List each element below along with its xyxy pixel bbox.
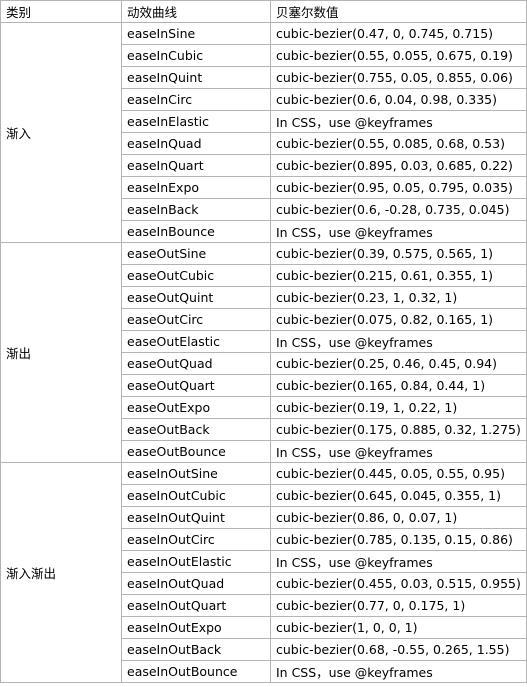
category-cell: 渐入 xyxy=(0,22,122,243)
curve-name-cell: easeOutBounce xyxy=(121,440,271,463)
bezier-value-cell: cubic-bezier(0.785, 0.135, 0.15, 0.86) xyxy=(270,528,527,551)
table-row: easeInExpo cubic-bezier(0.95, 0.05, 0.795… xyxy=(1,176,527,199)
bezier-value-cell: In CSS，use @keyframes xyxy=(270,330,527,353)
table-row: 渐出 easeOutSine cubic-bezier(0.39, 0.575, 0… xyxy=(0,242,527,463)
bezier-value-cell: In CSS，use @keyframes xyxy=(270,550,527,573)
bezier-value-cell: cubic-bezier(0.755, 0.05, 0.855, 0.06) xyxy=(270,66,527,89)
bezier-value-cell: cubic-bezier(0.19, 1, 0.22, 1) xyxy=(270,396,527,419)
curve-name-cell: easeInOutQuad xyxy=(121,572,271,595)
table-row: 渐入渐出 easeInOutSine cubic-bezier(0.445, 0.0… xyxy=(0,462,527,683)
bezier-value-cell: In CSS，use @keyframes xyxy=(270,660,527,683)
bezier-value-cell: cubic-bezier(0.6, 0.04, 0.98, 0.335) xyxy=(270,88,527,111)
bezier-value-cell: cubic-bezier(0.175, 0.885, 0.32, 1.275) xyxy=(270,418,527,441)
curve-name-cell: easeInSine xyxy=(121,22,271,45)
category-cell: 渐出 xyxy=(0,242,122,463)
table-header: 类别 动效曲线 贝塞尔数值 xyxy=(0,0,527,23)
table-row: easeInBounce In CSS，use @keyframes xyxy=(1,220,527,243)
bezier-value-cell: cubic-bezier(0.895, 0.03, 0.685, 0.22) xyxy=(270,154,527,177)
table-row: easeInQuad cubic-bezier(0.55, 0.085, 0.68… xyxy=(1,132,527,155)
curve-name-cell: easeInExpo xyxy=(121,176,271,199)
header-value: 贝塞尔数值 xyxy=(270,0,527,23)
bezier-value-cell: cubic-bezier(0.23, 1, 0.32, 1) xyxy=(270,286,527,309)
bezier-value-cell: In CSS，use @keyframes xyxy=(270,110,527,133)
header-curve: 动效曲线 xyxy=(121,0,271,23)
bezier-value-cell: cubic-bezier(0.25, 0.46, 0.45, 0.94) xyxy=(270,352,527,375)
bezier-value-cell: cubic-bezier(0.165, 0.84, 0.44, 1) xyxy=(270,374,527,397)
table-row: easeInOutBounce In CSS，use @keyframes xyxy=(1,660,527,683)
table-row: easeOutBack cubic-bezier(0.175, 0.885, 0.… xyxy=(1,418,527,441)
curve-name-cell: easeOutBack xyxy=(121,418,271,441)
curve-name-cell: easeInOutQuart xyxy=(121,594,271,617)
curve-name-cell: easeInOutSine xyxy=(121,462,271,485)
curve-name-cell: easeOutQuart xyxy=(121,374,271,397)
category-cell: 渐入渐出 xyxy=(0,462,122,683)
table-row: easeOutElastic In CSS，use @keyframes xyxy=(1,330,527,353)
table-body: 渐入 easeInSine cubic-bezier(0.47, 0, 0.745,… xyxy=(0,22,527,683)
curve-name-cell: easeInBack xyxy=(121,198,271,221)
bezier-value-cell: cubic-bezier(0.47, 0, 0.745, 0.715) xyxy=(270,22,527,45)
curve-name-cell: easeInOutBounce xyxy=(121,660,271,683)
curve-name-cell: easeOutCubic xyxy=(121,264,271,287)
table-row: easeInQuart cubic-bezier(0.895, 0.03, 0.6… xyxy=(1,154,527,177)
curve-name-cell: easeInBounce xyxy=(121,220,271,243)
header-category: 类别 xyxy=(0,0,122,23)
bezier-value-cell: cubic-bezier(0.55, 0.085, 0.68, 0.53) xyxy=(270,132,527,155)
bezier-value-cell: cubic-bezier(0.77, 0, 0.175, 1) xyxy=(270,594,527,617)
table-row: 渐入 easeInSine cubic-bezier(0.47, 0, 0.745,… xyxy=(0,22,527,243)
curve-name-cell: easeInCubic xyxy=(121,44,271,67)
bezier-value-cell: cubic-bezier(0.95, 0.05, 0.795, 0.035) xyxy=(270,176,527,199)
curve-name-cell: easeOutQuad xyxy=(121,352,271,375)
table-row: easeInOutQuart cubic-bezier(0.77, 0, 0.17… xyxy=(1,594,527,617)
table-row: easeInOutExpo cubic-bezier(1, 0, 0, 1) xyxy=(1,616,527,639)
bezier-value-cell: cubic-bezier(0.39, 0.575, 0.565, 1) xyxy=(270,242,527,265)
table-row: easeInOutElastic In CSS，use @keyframes xyxy=(1,550,527,573)
table-row: easeInOutQuad cubic-bezier(0.455, 0.03, 0… xyxy=(1,572,527,595)
bezier-value-cell: cubic-bezier(0.075, 0.82, 0.165, 1) xyxy=(270,308,527,331)
curve-name-cell: easeInElastic xyxy=(121,110,271,133)
curve-name-cell: easeOutCirc xyxy=(121,308,271,331)
curve-name-cell: easeOutElastic xyxy=(121,330,271,353)
curve-name-cell: easeOutExpo xyxy=(121,396,271,419)
bezier-value-cell: cubic-bezier(0.645, 0.045, 0.355, 1) xyxy=(270,484,527,507)
table-row: easeOutQuint cubic-bezier(0.23, 1, 0.32, … xyxy=(1,286,527,309)
table-row: easeOutBounce In CSS，use @keyframes xyxy=(1,440,527,463)
curve-name-cell: easeInQuint xyxy=(121,66,271,89)
table-row: easeInOutCubic cubic-bezier(0.645, 0.045,… xyxy=(1,484,527,507)
curve-name-cell: easeInQuart xyxy=(121,154,271,177)
curve-name-cell: easeOutSine xyxy=(121,242,271,265)
bezier-value-cell: cubic-bezier(0.55, 0.055, 0.675, 0.19) xyxy=(270,44,527,67)
curve-name-cell: easeOutQuint xyxy=(121,286,271,309)
bezier-value-cell: cubic-bezier(0.6, -0.28, 0.735, 0.045) xyxy=(270,198,527,221)
bezier-value-cell: cubic-bezier(1, 0, 0, 1) xyxy=(270,616,527,639)
bezier-value-cell: cubic-bezier(0.68, -0.55, 0.265, 1.55) xyxy=(270,638,527,661)
curve-name-cell: easeInOutQuint xyxy=(121,506,271,529)
bezier-value-cell: cubic-bezier(0.215, 0.61, 0.355, 1) xyxy=(270,264,527,287)
bezier-value-cell: cubic-bezier(0.86, 0, 0.07, 1) xyxy=(270,506,527,529)
bezier-value-cell: In CSS，use @keyframes xyxy=(270,220,527,243)
curve-name-cell: easeInOutElastic xyxy=(121,550,271,573)
bezier-value-cell: cubic-bezier(0.445, 0.05, 0.55, 0.95) xyxy=(270,462,527,485)
curve-name-cell: easeInOutCirc xyxy=(121,528,271,551)
table-row: easeInCirc cubic-bezier(0.6, 0.04, 0.98, … xyxy=(1,88,527,111)
header-row: 类别 动效曲线 贝塞尔数值 xyxy=(0,0,527,23)
curve-name-cell: easeInOutBack xyxy=(121,638,271,661)
table-row: easeOutCubic cubic-bezier(0.215, 0.61, 0.… xyxy=(1,264,527,287)
curve-name-cell: easeInQuad xyxy=(121,132,271,155)
curve-name-cell: easeInOutExpo xyxy=(121,616,271,639)
bezier-value-cell: cubic-bezier(0.455, 0.03, 0.515, 0.955) xyxy=(270,572,527,595)
curve-name-cell: easeInOutCubic xyxy=(121,484,271,507)
curve-name-cell: easeInCirc xyxy=(121,88,271,111)
bezier-value-cell: In CSS，use @keyframes xyxy=(270,440,527,463)
table-row: easeInOutQuint cubic-bezier(0.86, 0, 0.07… xyxy=(1,506,527,529)
table-row: easeInBack cubic-bezier(0.6, -0.28, 0.735… xyxy=(1,198,527,221)
